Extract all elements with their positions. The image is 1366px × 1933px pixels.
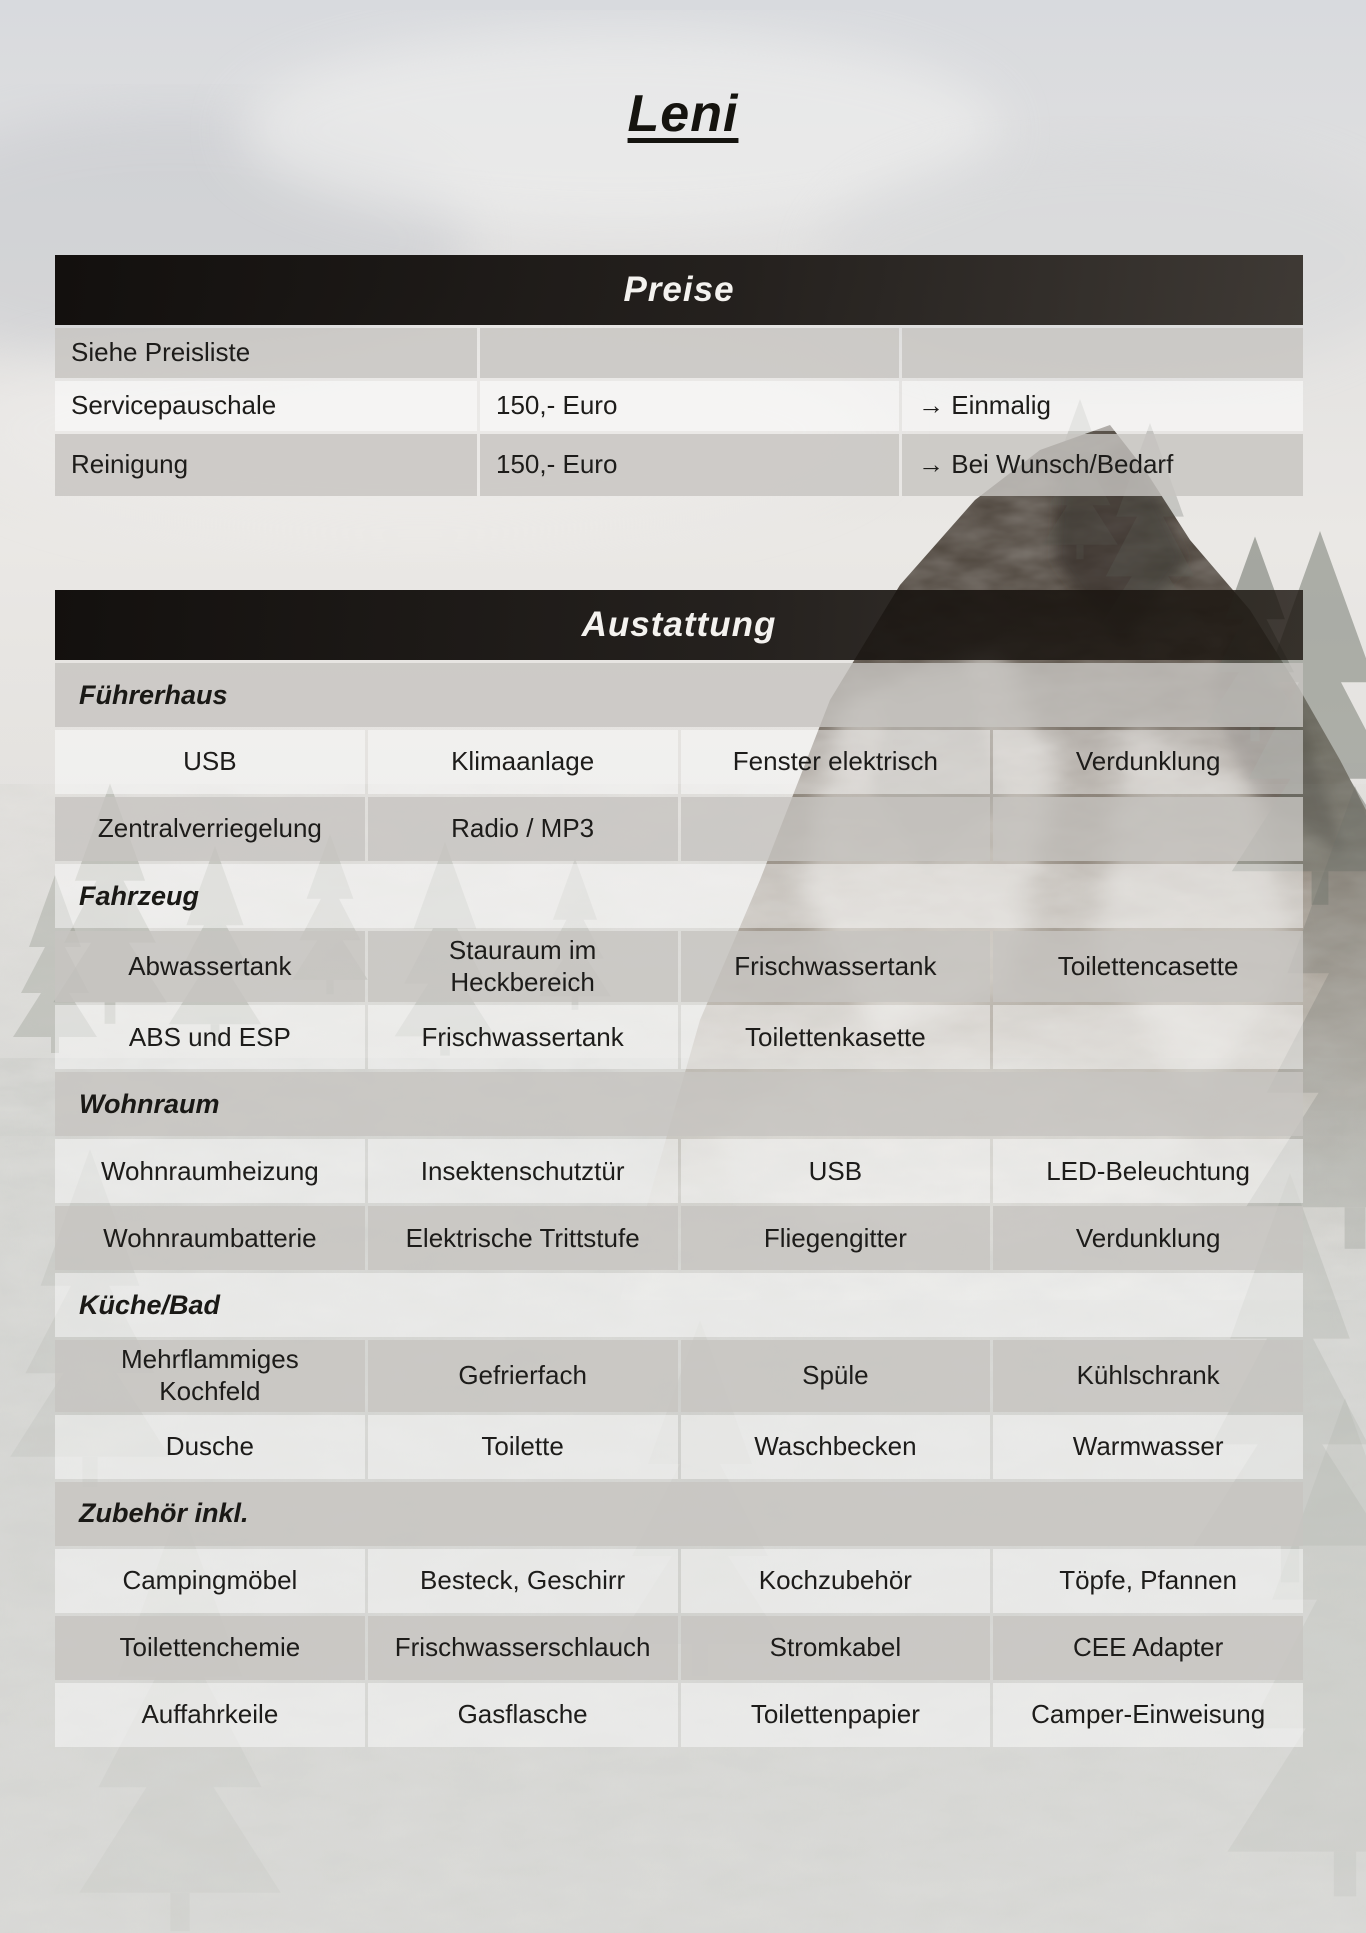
- equipment-row: Wohnraumheizung Insektenschutztür USB LE…: [55, 1139, 1303, 1204]
- equipment-item: Insektenschutztür: [367, 1139, 678, 1204]
- equipment-item: Toilettenchemie: [55, 1615, 365, 1680]
- equipment-item: Toilette: [367, 1414, 678, 1479]
- equipment-item: Besteck, Geschirr: [367, 1548, 678, 1613]
- equipment-row: Mehrflammiges Kochfeld Gefrierfach Spüle…: [55, 1340, 1303, 1412]
- equipment-item: Toilettenpapier: [680, 1682, 991, 1747]
- equipment-item: Verdunklung: [993, 1206, 1303, 1271]
- equipment-row: Abwassertank Stauraum im Heckbereich Fri…: [55, 931, 1303, 1003]
- equipment-item: Toilettenkasette: [680, 1005, 991, 1070]
- equipment-row: Auffahrkeile Gasflasche Toilettenpapier …: [55, 1682, 1303, 1747]
- equipment-row: ABS und ESP Frischwassertank Toilettenka…: [55, 1005, 1303, 1070]
- austattung-table: Austattung Führerhaus USB Klimaanlage Fe…: [55, 590, 1303, 1747]
- section-label-wohnraum: Wohnraum: [55, 1072, 1303, 1137]
- equipment-item: [680, 797, 991, 861]
- section-label-text: Küche/Bad: [79, 1289, 221, 1320]
- section-label-kueche-bad: Küche/Bad: [55, 1273, 1303, 1338]
- equipment-item: Radio / MP3: [367, 797, 678, 861]
- equipment-item: Toilettencasette: [993, 931, 1303, 1003]
- section-label-text: Wohnraum: [79, 1088, 220, 1119]
- section-label-zubehoer: Zubehör inkl.: [55, 1481, 1303, 1546]
- preise-header-bar: Preise: [55, 255, 1303, 325]
- equipment-row: Wohnraumbatterie Elektrische Trittstufe …: [55, 1206, 1303, 1271]
- equipment-item: Frischwasserschlauch: [367, 1615, 678, 1680]
- price-value: [480, 328, 899, 378]
- equipment-item: Frischwassertank: [680, 931, 991, 1003]
- equipment-item: Wohnraumbatterie: [55, 1206, 365, 1271]
- equipment-row: Toilettenchemie Frischwasserschlauch Str…: [55, 1615, 1303, 1680]
- section-label-text: Fahrzeug: [79, 880, 200, 911]
- equipment-item: Fliegengitter: [680, 1206, 991, 1271]
- price-note: → Bei Wunsch/Bedarf: [902, 434, 1303, 496]
- equipment-item: [993, 1005, 1303, 1070]
- section-label-text: Führerhaus: [79, 679, 228, 710]
- section-label-text: Zubehör inkl.: [79, 1498, 249, 1529]
- price-label: Servicepauschale: [55, 381, 477, 431]
- equipment-item: Mehrflammiges Kochfeld: [55, 1340, 365, 1412]
- equipment-item: [993, 797, 1303, 861]
- equipment-row: Campingmöbel Besteck, Geschirr Kochzubeh…: [55, 1548, 1303, 1613]
- preise-header-label: Preise: [623, 270, 735, 309]
- equipment-item: Kochzubehör: [680, 1548, 991, 1613]
- equipment-item: Dusche: [55, 1414, 365, 1479]
- equipment-item: USB: [680, 1139, 991, 1204]
- price-note: [902, 328, 1303, 378]
- equipment-item: Abwassertank: [55, 931, 365, 1003]
- equipment-item: Camper-Einweisung: [993, 1682, 1303, 1747]
- section-label-fuehrerhaus: Führerhaus: [55, 663, 1303, 727]
- price-row-siehe-preisliste: Siehe Preisliste: [55, 328, 1303, 378]
- price-value: 150,- Euro: [480, 434, 899, 496]
- equipment-item: CEE Adapter: [993, 1615, 1303, 1680]
- equipment-item: Frischwassertank: [367, 1005, 678, 1070]
- equipment-item: Gefrierfach: [367, 1340, 678, 1412]
- price-label: Reinigung: [55, 434, 477, 496]
- equipment-item: Campingmöbel: [55, 1548, 365, 1613]
- equipment-row: USB Klimaanlage Fenster elektrisch Verdu…: [55, 730, 1303, 794]
- equipment-item: LED-Beleuchtung: [993, 1139, 1303, 1204]
- equipment-item: Gasflasche: [367, 1682, 678, 1747]
- equipment-item: Stauraum im Heckbereich: [367, 931, 678, 1003]
- equipment-item: Verdunklung: [993, 730, 1303, 794]
- equipment-item: Wohnraumheizung: [55, 1139, 365, 1204]
- equipment-item: Töpfe, Pfannen: [993, 1548, 1303, 1613]
- price-row-reinigung: Reinigung 150,- Euro → Bei Wunsch/Bedarf: [55, 434, 1303, 496]
- price-value: 150,- Euro: [480, 381, 899, 431]
- price-note: → Einmalig: [902, 381, 1303, 431]
- equipment-item: Stromkabel: [680, 1615, 991, 1680]
- equipment-item: Auffahrkeile: [55, 1682, 365, 1747]
- equipment-item: Elektrische Trittstufe: [367, 1206, 678, 1271]
- equipment-row: Zentralverriegelung Radio / MP3: [55, 797, 1303, 861]
- equipment-item: Klimaanlage: [367, 730, 678, 794]
- equipment-item: Fenster elektrisch: [680, 730, 991, 794]
- equipment-item: Warmwasser: [993, 1414, 1303, 1479]
- price-row-servicepauschale: Servicepauschale 150,- Euro → Einmalig: [55, 381, 1303, 431]
- austattung-header-label: Austattung: [581, 605, 777, 644]
- preise-table: Preise Siehe Preisliste Servicepauschale…: [55, 255, 1303, 496]
- equipment-item: USB: [55, 730, 365, 794]
- equipment-item: Waschbecken: [680, 1414, 991, 1479]
- equipment-item: ABS und ESP: [55, 1005, 365, 1070]
- equipment-item: Zentralverriegelung: [55, 797, 365, 861]
- price-label: Siehe Preisliste: [55, 328, 477, 378]
- section-label-fahrzeug: Fahrzeug: [55, 864, 1303, 928]
- equipment-item: Spüle: [680, 1340, 991, 1412]
- equipment-item: Kühlschrank: [993, 1340, 1303, 1412]
- page-title: Leni: [627, 85, 739, 143]
- austattung-header-bar: Austattung: [55, 590, 1303, 660]
- equipment-row: Dusche Toilette Waschbecken Warmwasser: [55, 1414, 1303, 1479]
